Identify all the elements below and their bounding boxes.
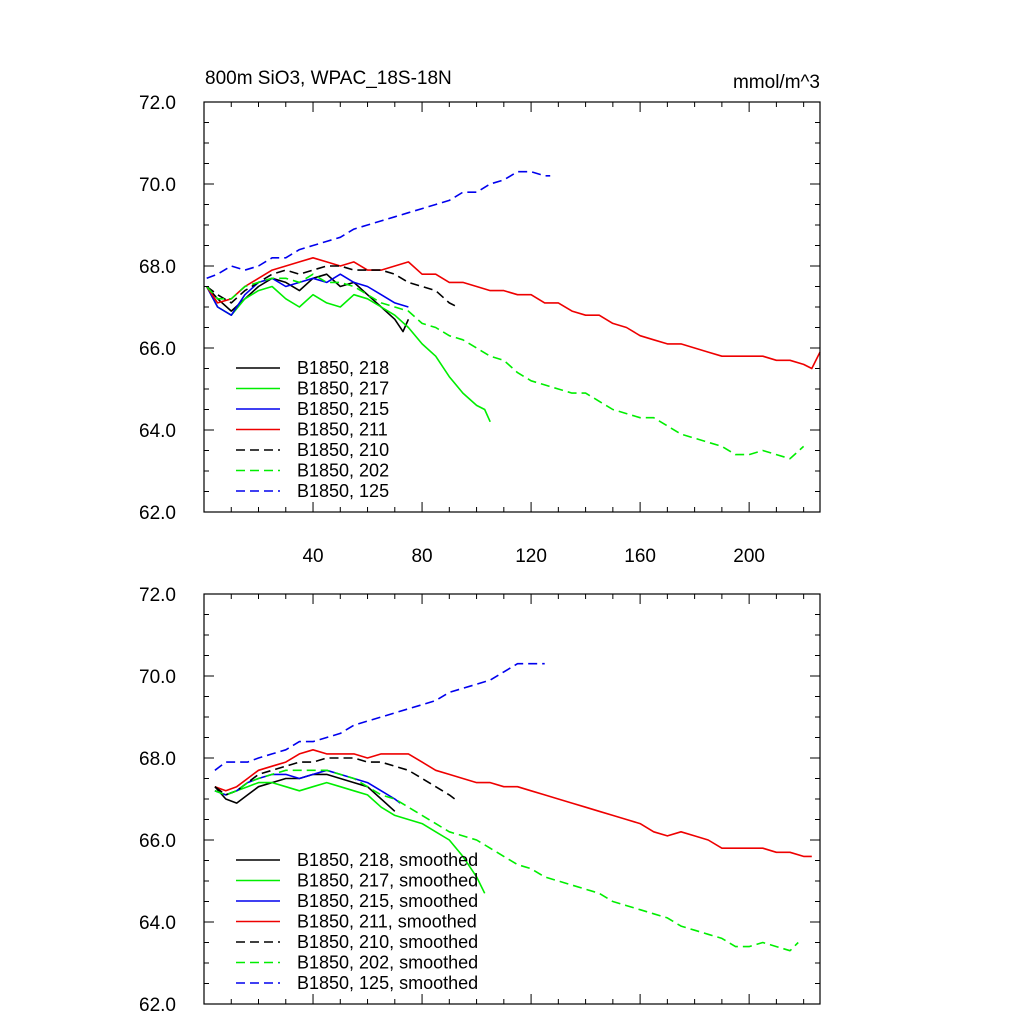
series-line-5	[214, 757, 456, 800]
y-tick-label: 72.0	[139, 93, 176, 114]
units-label: mmol/m^3	[733, 72, 820, 93]
series-line-3	[205, 273, 409, 316]
legend-label: B1850, 218	[297, 358, 389, 378]
y-tick-label: 66.0	[139, 339, 176, 360]
y-tick-label: 72.0	[139, 585, 176, 606]
x-tick-label: 80	[411, 546, 432, 567]
x-tick-label: 120	[515, 546, 547, 567]
series-line-1	[206, 273, 410, 333]
x-tick-label: 40	[302, 546, 323, 567]
series-line-7	[206, 170, 551, 280]
series-line-4	[206, 257, 821, 370]
y-tick-label: 68.0	[139, 257, 176, 278]
y-tick-label: 62.0	[139, 503, 176, 524]
series-line-2	[205, 285, 491, 423]
series-line-6	[214, 769, 799, 952]
series-line-5	[206, 265, 458, 308]
series-line-2	[214, 781, 486, 894]
legend-label: B1850, 210	[297, 440, 389, 460]
y-tick-label: 64.0	[139, 913, 176, 934]
y-tick-label: 68.0	[139, 749, 176, 770]
bottom-line-chart: 62.0 64.0 66.0 68.0 70.0 72.0 B1850, 218, smoo…	[139, 585, 821, 1016]
legend-label: B1850, 215	[297, 399, 389, 419]
series-line-1	[214, 773, 396, 812]
y-tick-label: 64.0	[139, 421, 176, 442]
y-tick-label: 70.0	[139, 667, 176, 688]
figure-title: 800m SiO3, WPAC_18S-18N	[205, 68, 452, 89]
x-tick-label: 160	[624, 546, 656, 567]
legend-label: B1850, 211	[297, 420, 388, 440]
y-tick-label: 66.0	[139, 831, 176, 852]
legend-label: B1850, 125	[297, 481, 389, 501]
legend-label: B1850, 218, smoothed	[297, 850, 478, 870]
legend-label: B1850, 125, smoothed	[297, 973, 478, 993]
x-tick-label: 200	[733, 546, 765, 567]
legend-label: B1850, 217	[297, 379, 389, 399]
legend-label: B1850, 210, smoothed	[297, 932, 478, 952]
series-line-4	[214, 749, 812, 858]
top-line-chart: 62.0 64.0 66.0 68.0 70.0 72.0 40 80 120 160 200 B18…	[139, 93, 821, 567]
legend-label: B1850, 215, smoothed	[297, 891, 478, 911]
series-line-7	[214, 662, 545, 771]
legend-label: B1850, 211, smoothed	[297, 912, 477, 932]
series-line-6	[206, 273, 805, 460]
y-tick-label: 62.0	[139, 995, 176, 1016]
y-tick-label: 70.0	[139, 175, 176, 196]
legend-label: B1850, 217, smoothed	[297, 871, 478, 891]
legend-label: B1850, 202, smoothed	[297, 953, 478, 973]
legend-label: B1850, 202	[297, 461, 389, 481]
